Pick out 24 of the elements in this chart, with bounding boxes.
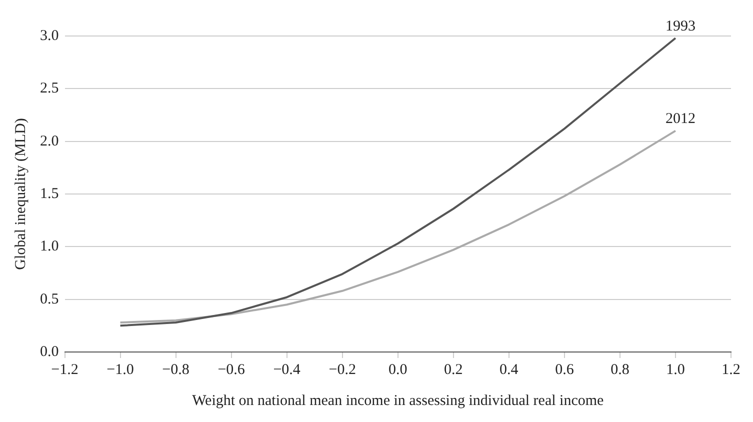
x-tick-label: −1.0 [106, 362, 134, 378]
y-tick-label: 0.5 [40, 291, 59, 308]
x-tick-label: 0.4 [500, 362, 519, 378]
y-tick-label: 2.0 [40, 133, 59, 150]
series-label: 2012 [665, 111, 696, 128]
x-tick-label: −1.2 [51, 362, 78, 378]
x-tick-label: −0.8 [162, 362, 190, 378]
x-tick-label: 0.8 [610, 362, 630, 378]
y-tick-label: 1.0 [40, 238, 59, 255]
y-tick-label: 2.5 [40, 80, 59, 97]
y-tick-label: 1.5 [40, 186, 59, 202]
x-tick-label: −0.2 [328, 362, 356, 378]
x-tick-label: −0.4 [273, 362, 301, 378]
x-tick-label: 0.0 [388, 362, 408, 378]
x-tick-label: −0.6 [218, 362, 246, 378]
x-tick-label: 1.2 [722, 362, 740, 378]
x-axis-title: Weight on national mean income in assessing individual real income [192, 392, 604, 409]
y-tick-label: 0.0 [40, 344, 59, 360]
series-label: 1993 [665, 18, 696, 35]
x-tick-label: 0.2 [444, 362, 463, 378]
x-tick-label: 1.0 [666, 362, 685, 378]
x-tick-label: 0.6 [555, 362, 574, 378]
y-tick-label: 3.0 [40, 28, 59, 44]
y-axis-title: Global inequality (MLD) [12, 118, 29, 270]
